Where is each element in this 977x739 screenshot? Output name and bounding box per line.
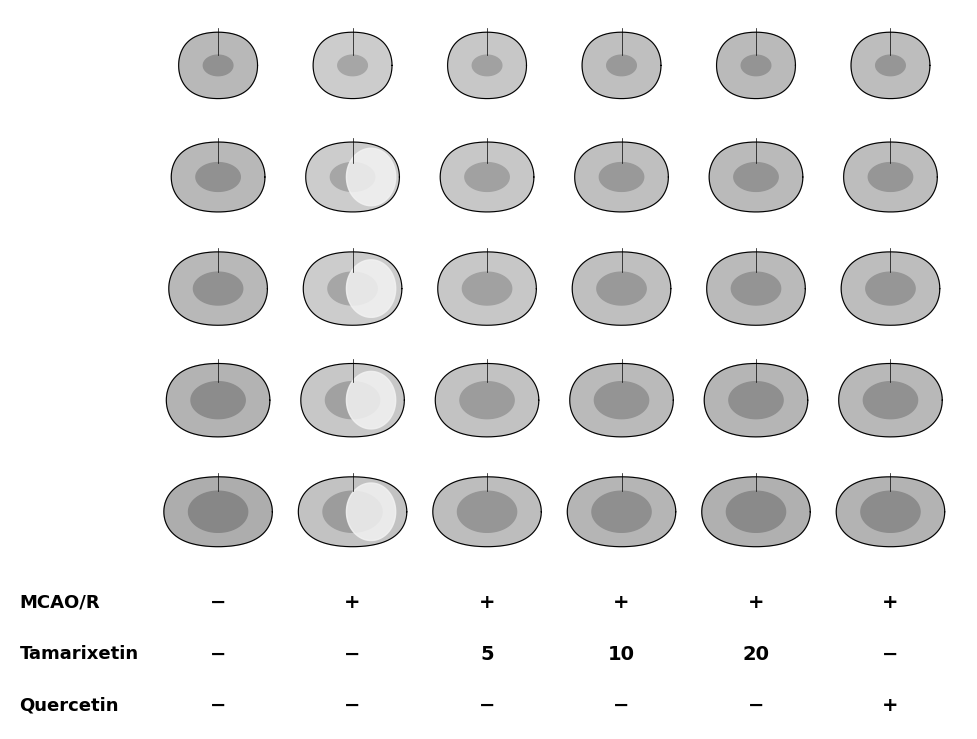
Polygon shape — [330, 163, 374, 191]
Polygon shape — [874, 55, 905, 75]
Polygon shape — [203, 55, 233, 75]
Polygon shape — [731, 272, 780, 305]
Polygon shape — [433, 477, 540, 547]
Text: −: − — [881, 644, 898, 664]
Polygon shape — [567, 477, 675, 547]
Polygon shape — [741, 55, 770, 75]
Polygon shape — [447, 33, 526, 98]
Text: +: + — [881, 593, 898, 612]
Polygon shape — [464, 163, 509, 191]
Text: −: − — [210, 696, 226, 715]
Polygon shape — [179, 33, 257, 98]
Text: +: + — [613, 593, 629, 612]
Text: −: − — [210, 593, 226, 612]
Polygon shape — [459, 381, 514, 419]
Text: −: − — [210, 644, 226, 664]
Text: +: + — [747, 593, 763, 612]
Polygon shape — [850, 33, 929, 98]
Text: −: − — [613, 696, 629, 715]
Polygon shape — [708, 142, 802, 212]
Polygon shape — [440, 142, 533, 212]
Text: 5: 5 — [480, 644, 493, 664]
Polygon shape — [860, 491, 919, 532]
Polygon shape — [726, 491, 785, 532]
Polygon shape — [325, 381, 379, 419]
Polygon shape — [322, 491, 382, 532]
Text: +: + — [479, 593, 494, 612]
Polygon shape — [838, 364, 941, 437]
Polygon shape — [327, 272, 377, 305]
Polygon shape — [703, 364, 807, 437]
Polygon shape — [346, 260, 396, 317]
Text: +: + — [344, 593, 361, 612]
Polygon shape — [594, 381, 648, 419]
Text: Tamarixetin: Tamarixetin — [20, 645, 139, 663]
Polygon shape — [313, 33, 392, 98]
Polygon shape — [462, 272, 511, 305]
Polygon shape — [337, 55, 367, 75]
Polygon shape — [865, 272, 914, 305]
Polygon shape — [193, 272, 242, 305]
Polygon shape — [572, 252, 670, 325]
Polygon shape — [346, 483, 396, 540]
Polygon shape — [346, 149, 396, 205]
Polygon shape — [835, 477, 944, 547]
Polygon shape — [457, 491, 516, 532]
Polygon shape — [169, 252, 267, 325]
Polygon shape — [570, 364, 672, 437]
Polygon shape — [716, 33, 794, 98]
Polygon shape — [599, 163, 643, 191]
Text: MCAO/R: MCAO/R — [20, 593, 100, 611]
Polygon shape — [195, 163, 240, 191]
Text: −: − — [479, 696, 494, 715]
Polygon shape — [701, 477, 809, 547]
Polygon shape — [863, 381, 916, 419]
Polygon shape — [840, 252, 939, 325]
Polygon shape — [166, 364, 270, 437]
Polygon shape — [591, 491, 651, 532]
Text: −: − — [344, 696, 361, 715]
Polygon shape — [581, 33, 660, 98]
Text: +: + — [881, 696, 898, 715]
Polygon shape — [706, 252, 804, 325]
Polygon shape — [435, 364, 538, 437]
Polygon shape — [189, 491, 247, 532]
Text: −: − — [344, 644, 361, 664]
Polygon shape — [868, 163, 912, 191]
Polygon shape — [191, 381, 245, 419]
Text: Quercetin: Quercetin — [20, 697, 119, 715]
Text: 20: 20 — [742, 644, 769, 664]
Polygon shape — [606, 55, 636, 75]
Polygon shape — [298, 477, 406, 547]
Text: −: − — [747, 696, 763, 715]
Polygon shape — [728, 381, 783, 419]
Text: 10: 10 — [608, 644, 634, 664]
Polygon shape — [843, 142, 936, 212]
Polygon shape — [301, 364, 404, 437]
Polygon shape — [472, 55, 501, 75]
Polygon shape — [438, 252, 535, 325]
Polygon shape — [306, 142, 399, 212]
Polygon shape — [164, 477, 272, 547]
Polygon shape — [574, 142, 667, 212]
Polygon shape — [346, 372, 396, 429]
Polygon shape — [171, 142, 265, 212]
Polygon shape — [733, 163, 778, 191]
Polygon shape — [303, 252, 402, 325]
Polygon shape — [596, 272, 646, 305]
